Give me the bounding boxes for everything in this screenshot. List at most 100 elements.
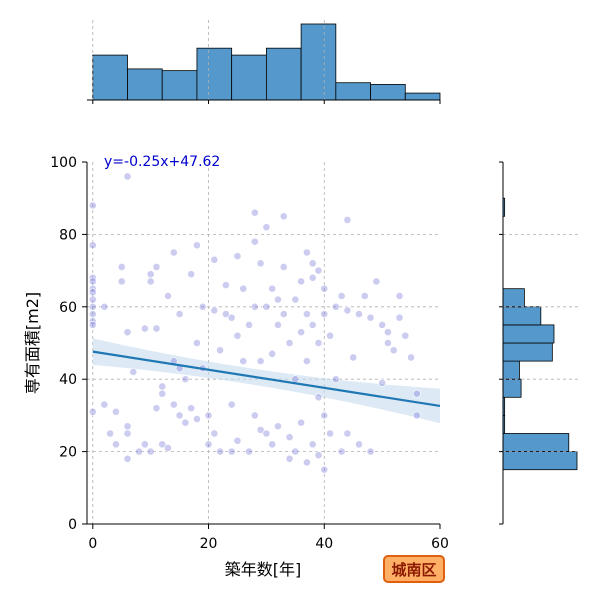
data-point xyxy=(245,320,253,329)
svg-text:城南区: 城南区 xyxy=(391,561,436,579)
data-point xyxy=(320,465,329,474)
data-point xyxy=(216,346,224,355)
data-point xyxy=(291,375,300,384)
data-point xyxy=(285,339,294,347)
data-point xyxy=(187,270,196,279)
data-point xyxy=(303,357,311,365)
data-point xyxy=(274,320,282,329)
y-tick-label: 40 xyxy=(59,372,77,388)
data-point xyxy=(88,201,97,210)
data-point xyxy=(331,375,340,384)
data-point xyxy=(291,295,300,304)
data-point xyxy=(204,411,213,420)
data-point xyxy=(314,266,323,275)
data-point xyxy=(308,259,317,268)
data-point xyxy=(314,451,323,460)
data-point xyxy=(384,328,392,337)
data-point xyxy=(343,429,352,438)
data-point xyxy=(100,400,109,409)
y-tick-label: 100 xyxy=(50,155,77,171)
data-point xyxy=(117,263,126,271)
y-tick-label: 60 xyxy=(59,300,77,316)
data-point xyxy=(378,378,387,387)
data-point xyxy=(360,292,369,300)
data-point xyxy=(106,429,115,438)
data-point xyxy=(175,411,184,420)
hist-top-bar xyxy=(196,47,233,101)
data-point xyxy=(401,331,410,340)
data-point xyxy=(268,284,277,293)
data-point xyxy=(297,328,306,337)
data-point xyxy=(129,368,138,376)
data-point xyxy=(303,310,311,318)
confidence-band xyxy=(92,338,440,424)
data-point xyxy=(303,458,311,467)
hist-top-bar xyxy=(335,82,371,101)
hist-top-bar xyxy=(300,23,337,101)
data-point xyxy=(88,295,97,304)
data-point xyxy=(181,418,190,427)
data-point xyxy=(187,404,196,413)
data-point xyxy=(384,339,392,347)
data-point xyxy=(326,331,334,340)
data-point xyxy=(279,310,288,318)
data-point xyxy=(123,429,132,438)
data-point xyxy=(395,292,404,300)
data-point xyxy=(146,447,155,456)
regression-line-path xyxy=(92,350,441,408)
data-point xyxy=(233,252,242,261)
data-point xyxy=(88,277,97,286)
data-point xyxy=(198,302,207,311)
data-point xyxy=(412,389,421,398)
data-point xyxy=(204,440,213,449)
data-point xyxy=(262,429,271,438)
y-tick-label: 20 xyxy=(59,445,77,461)
data-point xyxy=(337,447,346,456)
data-point xyxy=(355,440,363,449)
data-point xyxy=(245,447,253,456)
hist-top-bar xyxy=(161,70,198,101)
data-point xyxy=(123,172,132,181)
hist-right-bar xyxy=(502,451,578,471)
data-point xyxy=(285,433,294,442)
data-point xyxy=(343,306,352,315)
data-point xyxy=(117,277,126,286)
confidence-band-area xyxy=(92,338,440,424)
data-point xyxy=(279,212,288,221)
data-point xyxy=(320,411,329,420)
data-point xyxy=(274,422,282,431)
data-point xyxy=(193,241,201,250)
scatter-points xyxy=(88,172,421,474)
data-point xyxy=(152,263,161,271)
data-point xyxy=(250,208,259,217)
axes: 0 20 40 60 0 20 40 60 80 100 xyxy=(50,155,449,552)
data-point xyxy=(227,400,236,409)
data-point xyxy=(274,295,282,304)
data-point xyxy=(355,310,363,318)
data-point xyxy=(88,288,97,297)
data-point xyxy=(320,284,329,293)
data-point xyxy=(146,277,155,286)
regression-equation: y=-0.25x+47.62 xyxy=(104,154,220,170)
hist-right-bar xyxy=(502,360,520,380)
data-point xyxy=(256,259,265,268)
data-point xyxy=(268,349,277,358)
y-tick-label: 80 xyxy=(59,227,77,243)
hist-top-bar xyxy=(265,47,302,101)
hist-top-bar xyxy=(92,54,128,101)
x-tick-label: 0 xyxy=(88,536,97,552)
data-point xyxy=(250,237,259,246)
data-point xyxy=(227,447,236,456)
data-point xyxy=(389,346,398,355)
data-point xyxy=(88,241,97,250)
hist-top-bar xyxy=(404,92,441,101)
histogram-top xyxy=(87,20,441,104)
data-point xyxy=(158,382,167,391)
data-point xyxy=(279,263,288,271)
data-point xyxy=(314,393,323,402)
data-point xyxy=(221,281,230,289)
data-point xyxy=(314,339,323,347)
data-point xyxy=(175,310,184,318)
data-point xyxy=(308,273,317,282)
hist-right-bar xyxy=(502,378,522,398)
